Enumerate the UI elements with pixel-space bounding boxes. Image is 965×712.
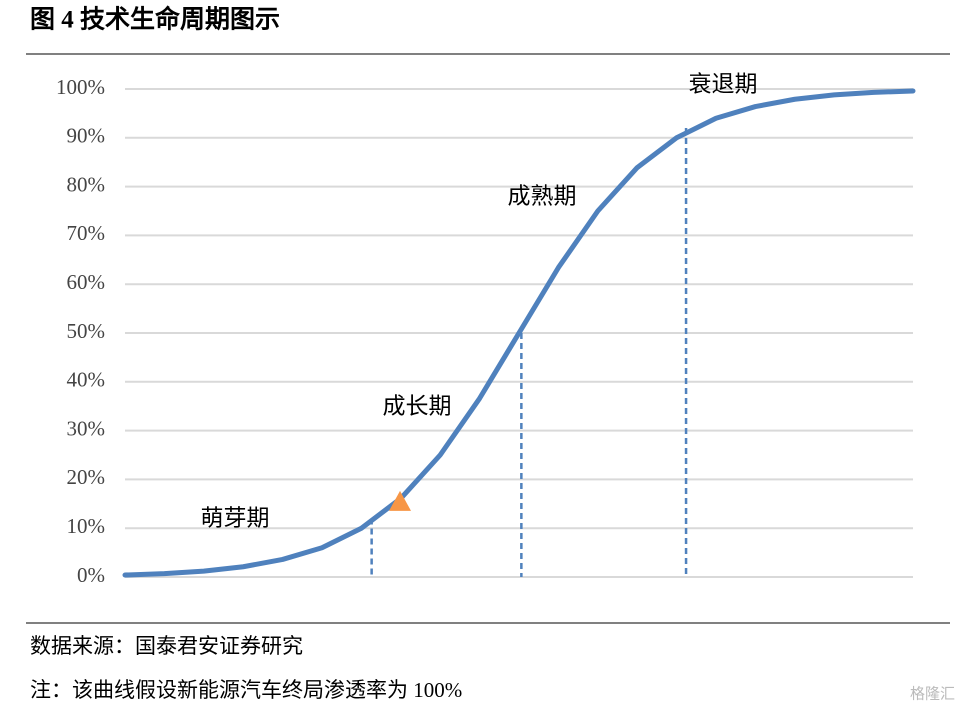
y-tick-label: 40%: [67, 368, 106, 392]
watermark: 格隆汇: [910, 685, 955, 702]
stage-label: 成长期: [383, 393, 452, 418]
y-tick-label: 80%: [67, 172, 106, 196]
y-tick-label: 20%: [67, 465, 106, 489]
y-tick-label: 90%: [67, 124, 106, 148]
y-tick-label: 100%: [56, 75, 105, 99]
stage-label: 衰退期: [689, 71, 758, 96]
y-tick-label: 70%: [67, 221, 106, 245]
y-tick-label: 30%: [67, 416, 106, 440]
chart-title: 图 4 技术生命周期图示: [30, 5, 280, 34]
stage-label: 成熟期: [508, 183, 577, 208]
y-tick-label: 60%: [67, 270, 106, 294]
stage-label: 萌芽期: [201, 505, 270, 530]
series-line: [122, 88, 916, 578]
marker: [389, 490, 412, 511]
source: 数据来源：国泰君安证券研究: [30, 634, 303, 658]
y-tick-label: 10%: [67, 514, 106, 538]
note: 注：该曲线假设新能源汽车终局渗透率为 100%: [30, 678, 462, 702]
y-tick-label: 0%: [77, 563, 105, 587]
y-tick-label: 50%: [67, 319, 106, 343]
